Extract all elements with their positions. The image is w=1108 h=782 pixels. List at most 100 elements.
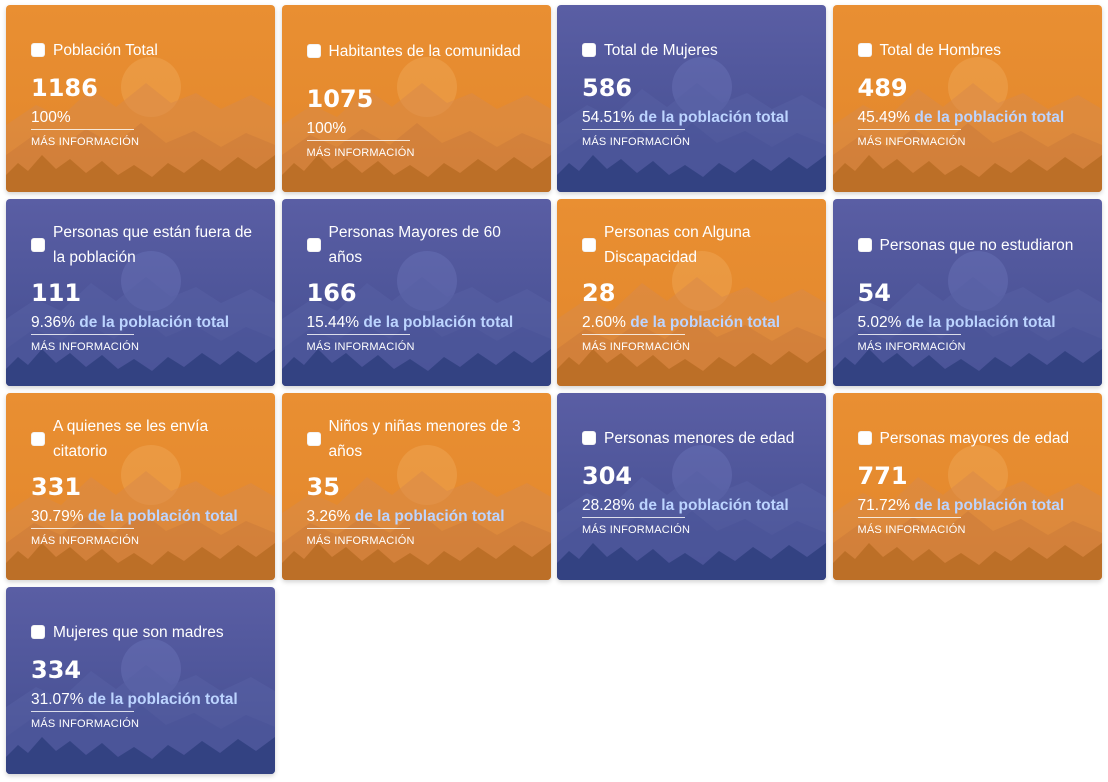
checkbox-icon[interactable] [582,238,596,252]
more-info-link[interactable]: MÁS INFORMACIÓN [31,535,140,547]
card-value: 1186 [31,74,98,102]
percent-underline [31,129,134,130]
checkbox-icon[interactable] [306,238,321,252]
card-percent-block: 28.28% de la población total [582,496,789,518]
card-percent-block: 5.02% de la población total [857,313,1056,335]
mountain-scene-icon [6,57,275,192]
stat-card-mujeres-madres[interactable]: Mujeres que son madres 334 31.07% de la … [6,587,275,774]
percent-underline [582,517,685,518]
stat-card-mayores-60[interactable]: Personas Mayores de 60 años 166 15.44% d… [281,199,551,386]
checkbox-icon[interactable] [31,238,45,252]
card-value: 771 [857,462,908,490]
percent-underline [31,334,134,335]
stat-card-total-mujeres[interactable]: Total de Mujeres 586 54.51% de la poblac… [557,5,826,192]
more-info-link[interactable]: MÁS INFORMACIÓN [306,341,415,353]
more-info-link[interactable]: MÁS INFORMACIÓN [306,535,415,547]
card-percent: 100% [31,109,71,126]
card-header: Personas que no estudiaron [857,219,1090,271]
card-percent: 5.02% [857,314,902,331]
more-info-link[interactable]: MÁS INFORMACIÓN [582,524,691,536]
card-title: Habitantes de la comunidad [328,42,521,60]
more-info-link[interactable]: MÁS INFORMACIÓN [31,718,140,730]
card-percent: 3.26% [306,508,351,525]
stat-card-habitantes-comunidad[interactable]: Habitantes de la comunidad 1075 100% MÁS… [281,5,551,192]
card-percent-block: 31.07% de la población total [31,690,238,712]
mountain-scene-icon [281,57,551,192]
more-info-link[interactable]: MÁS INFORMACIÓN [857,136,966,148]
checkbox-icon[interactable] [306,44,321,58]
checkbox-icon[interactable] [582,43,596,57]
percent-underline [31,528,134,529]
card-percent-suffix: de la población total [87,691,238,708]
stat-card-menores-3[interactable]: Niños y niñas menores de 3 años 35 3.26%… [281,393,551,580]
card-percent: 45.49% [857,109,911,126]
card-title: Personas menores de edad [604,429,795,447]
more-info-link[interactable]: MÁS INFORMACIÓN [31,136,140,148]
card-value: 331 [31,473,82,501]
card-percent-suffix: de la población total [630,314,781,331]
card-percent-suffix: de la población total [914,109,1065,126]
mountain-scene-icon [832,445,1102,580]
card-value: 28 [582,279,616,307]
card-header: Personas mayores de edad [857,422,1090,454]
card-percent-suffix: de la población total [87,508,238,525]
card-title: Niños y niñas menores de 3 años [328,418,521,460]
card-value: 304 [582,462,633,490]
card-percent-suffix: de la población total [905,314,1056,331]
card-percent-block: 71.72% de la población total [857,496,1064,518]
stat-card-poblacion-total[interactable]: Población Total 1186 100% MÁS INFORMACIÓ… [6,5,275,192]
card-title: Personas que están fuera de la población [53,224,253,266]
card-percent-block: 15.44% de la población total [306,313,513,335]
more-info-link[interactable]: MÁS INFORMACIÓN [582,341,691,353]
stats-card-grid: Población Total 1186 100% MÁS INFORMACIÓ… [6,5,1102,774]
stat-card-menores-edad[interactable]: Personas menores de edad 304 28.28% de l… [557,393,826,580]
stat-card-no-estudiaron[interactable]: Personas que no estudiaron 54 5.02% de l… [832,199,1102,386]
more-info-link[interactable]: MÁS INFORMACIÓN [306,147,415,159]
card-header: Total de Hombres [857,34,1090,66]
checkbox-icon[interactable] [582,431,596,445]
card-title: Mujeres que son madres [53,623,224,641]
card-percent-block: 100% [306,119,410,141]
card-percent: 2.60% [582,314,626,331]
percent-underline [857,129,961,130]
stat-card-mayores-edad[interactable]: Personas mayores de edad 771 71.72% de l… [832,393,1102,580]
card-title: Total de Mujeres [604,41,718,59]
card-percent-block: 45.49% de la población total [857,108,1065,130]
card-title: Personas que no estudiaron [879,236,1074,254]
card-percent: 15.44% [306,314,360,331]
card-percent-suffix: de la población total [638,497,789,514]
card-value: 489 [857,74,908,102]
stat-card-citatorio[interactable]: A quienes se les envía citatorio 331 30.… [6,393,275,580]
percent-underline [31,711,134,712]
card-value: 1075 [306,85,374,113]
card-title: Población Total [53,41,158,59]
card-header: A quienes se les envía citatorio [31,413,263,465]
stat-card-fuera-poblacion[interactable]: Personas que están fuera de la población… [6,199,275,386]
card-header: Personas que están fuera de la población [31,219,263,271]
checkbox-icon[interactable] [306,432,321,446]
more-info-link[interactable]: MÁS INFORMACIÓN [582,136,691,148]
card-percent: 9.36% [31,314,75,331]
checkbox-icon[interactable] [31,432,45,446]
checkbox-icon[interactable] [31,625,45,639]
stat-card-discapacidad[interactable]: Personas con Alguna Discapacidad 28 2.60… [557,199,826,386]
card-title: Personas Mayores de 60 años [328,224,501,266]
card-percent: 30.79% [31,508,84,525]
card-header: Personas con Alguna Discapacidad [582,219,814,271]
more-info-link[interactable]: MÁS INFORMACIÓN [857,341,966,353]
more-info-link[interactable]: MÁS INFORMACIÓN [857,524,966,536]
mountain-scene-icon [557,57,826,192]
card-percent: 54.51% [582,109,635,126]
card-header: Niños y niñas menores de 3 años [306,413,539,465]
checkbox-icon[interactable] [31,43,45,57]
more-info-link[interactable]: MÁS INFORMACIÓN [31,341,140,353]
card-title: Personas con Alguna Discapacidad [604,224,751,266]
checkbox-icon[interactable] [857,43,872,57]
checkbox-icon[interactable] [857,238,872,252]
stat-card-total-hombres[interactable]: Total de Hombres 489 45.49% de la poblac… [832,5,1102,192]
card-percent: 31.07% [31,691,84,708]
checkbox-icon[interactable] [857,431,872,445]
card-header: Población Total [31,34,263,66]
card-value: 586 [582,74,633,102]
card-title: Total de Hombres [879,41,1001,59]
